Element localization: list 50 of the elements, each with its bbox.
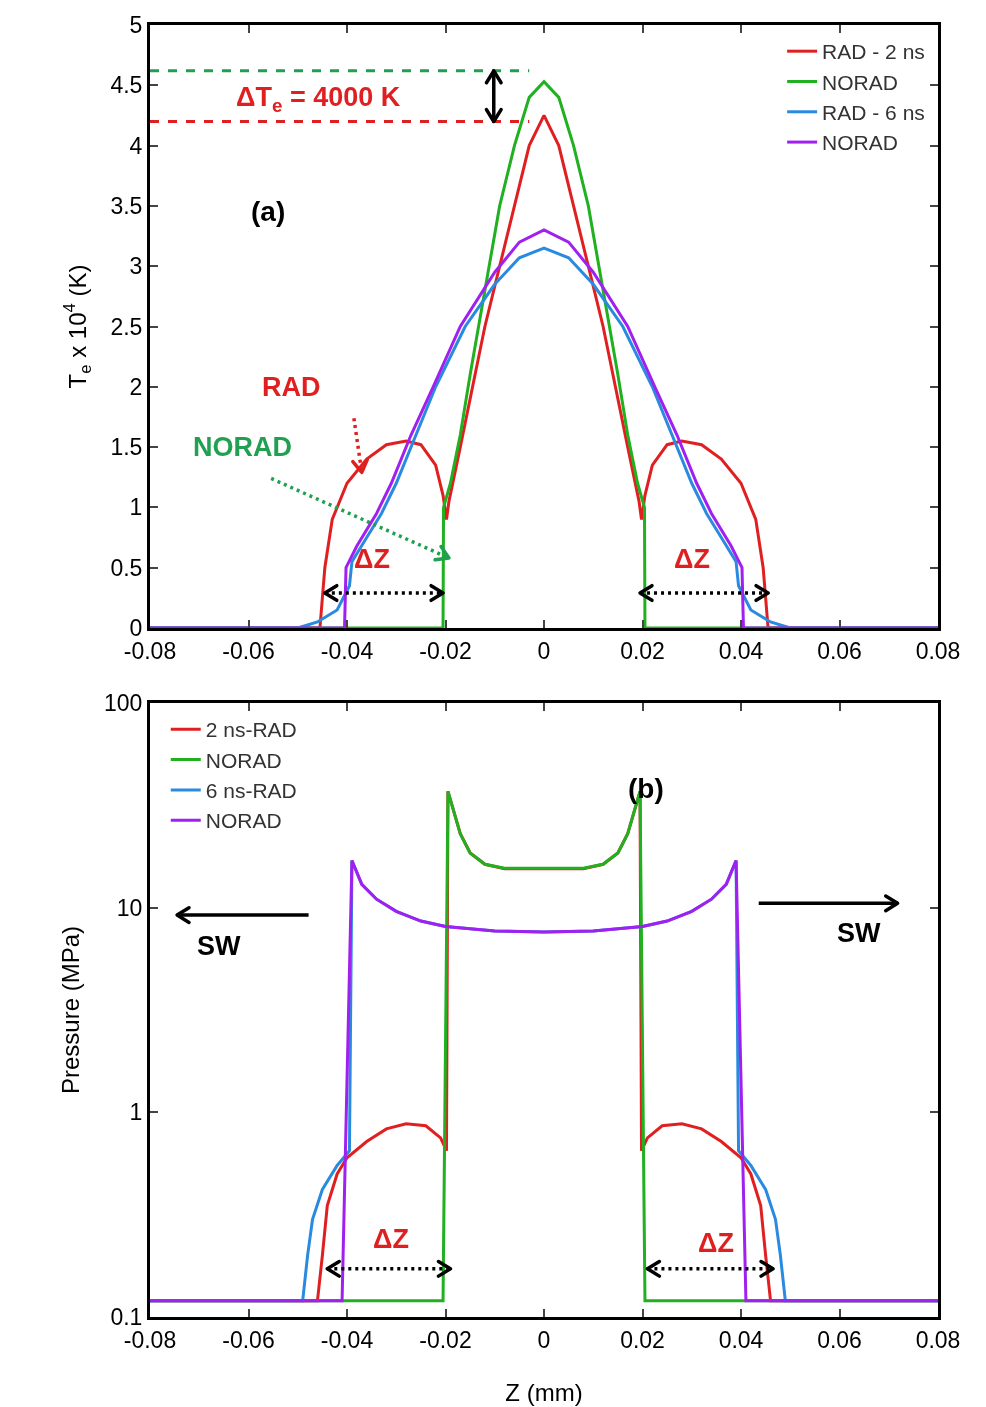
annotation: ΔT$_{e}$ = 4000 K: [236, 82, 401, 116]
x-tick-label: 0.08: [915, 637, 961, 664]
x-tick-label: 0.06: [817, 637, 862, 664]
y-tick-label: 0.5: [110, 554, 143, 581]
annotation: NORAD: [193, 432, 292, 462]
y-tick-label: 5: [129, 12, 143, 39]
y-tick-label: 1.5: [110, 434, 143, 461]
legend-label: RAD - 2 ns: [822, 40, 925, 64]
x-tick-label: -0.04: [320, 637, 374, 664]
y-tick-label: 1: [129, 1099, 143, 1126]
annotation: ΔZ: [373, 1224, 409, 1254]
x-tick-label: 0.04: [718, 637, 764, 664]
x-tick-label: 0: [537, 1326, 551, 1353]
x-tick-label: -0.06: [222, 637, 275, 664]
legend-label: NORAD: [205, 809, 282, 833]
y-tick-label: 100: [104, 690, 143, 717]
y-tick-label: 2: [129, 373, 143, 400]
x-tick-label: 0.08: [915, 1326, 961, 1353]
x-tick-label: 0.04: [718, 1326, 764, 1353]
legend-label: 6 ns-RAD: [205, 779, 297, 803]
annotation: RAD: [262, 372, 321, 402]
annotation: ΔZ: [354, 544, 390, 574]
y-tick-label: 2.5: [110, 313, 143, 340]
x-tick-label: 0.02: [620, 637, 665, 664]
y-tick-label: 4.5: [110, 72, 143, 99]
text: (a): [251, 196, 286, 227]
x-axis-title: Z (mm): [505, 1379, 583, 1406]
y-tick-label: 1: [129, 494, 143, 521]
legend-label: NORAD: [205, 748, 282, 772]
legend-label: RAD - 6 ns: [822, 100, 925, 124]
y-axis-title: Pressure (MPa): [57, 925, 85, 1095]
y-tick-label: 4: [129, 132, 143, 159]
text: (b): [628, 773, 664, 804]
x-tick-label: -0.02: [419, 637, 472, 664]
annotation: ΔZ: [674, 544, 710, 574]
x-tick-label: -0.04: [320, 1326, 374, 1353]
y-tick-label: 3: [129, 253, 143, 280]
x-tick-label: -0.02: [419, 1326, 472, 1353]
legend-label: NORAD: [822, 131, 898, 155]
y-tick-label: 3.5: [110, 192, 143, 219]
x-tick-label: 0.02: [620, 1326, 665, 1353]
annotation: SW: [197, 931, 242, 961]
x-tick-label: 0: [537, 637, 551, 664]
x-tick-label: -0.06: [222, 1326, 275, 1353]
legend-label: 2 ns-RAD: [205, 718, 297, 742]
x-tick-label: 0.06: [817, 1326, 862, 1353]
annotation: ΔZ: [698, 1228, 734, 1258]
y-tick-label: 10: [116, 894, 143, 921]
annotation: SW: [837, 918, 882, 948]
legend-label: NORAD: [822, 70, 898, 94]
